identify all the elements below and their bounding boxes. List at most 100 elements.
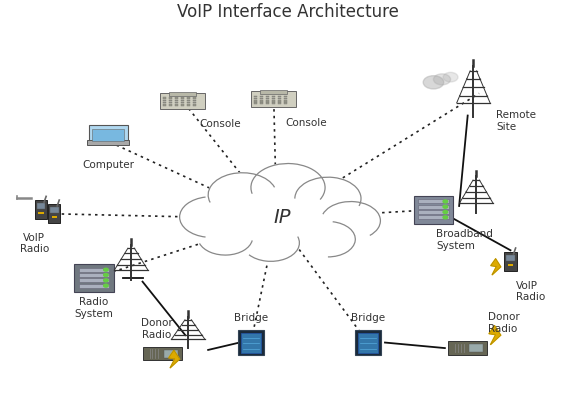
Circle shape xyxy=(251,164,325,212)
Circle shape xyxy=(180,197,242,237)
FancyBboxPatch shape xyxy=(238,330,264,355)
FancyBboxPatch shape xyxy=(469,344,483,352)
FancyBboxPatch shape xyxy=(241,333,260,353)
FancyBboxPatch shape xyxy=(36,203,46,209)
Circle shape xyxy=(443,200,448,203)
FancyBboxPatch shape xyxy=(506,255,515,261)
FancyBboxPatch shape xyxy=(260,90,287,94)
FancyBboxPatch shape xyxy=(175,97,178,99)
FancyBboxPatch shape xyxy=(175,104,178,106)
Circle shape xyxy=(423,76,444,89)
FancyBboxPatch shape xyxy=(92,129,124,141)
FancyBboxPatch shape xyxy=(163,100,166,101)
FancyBboxPatch shape xyxy=(48,204,60,223)
Circle shape xyxy=(443,216,448,219)
Polygon shape xyxy=(491,259,501,275)
Text: VoIP
Radio: VoIP Radio xyxy=(516,281,545,302)
FancyBboxPatch shape xyxy=(187,97,190,99)
FancyBboxPatch shape xyxy=(169,97,172,99)
FancyBboxPatch shape xyxy=(175,100,178,101)
FancyBboxPatch shape xyxy=(414,196,453,224)
FancyBboxPatch shape xyxy=(272,98,275,99)
FancyBboxPatch shape xyxy=(266,96,270,97)
Text: Console: Console xyxy=(285,118,327,128)
Circle shape xyxy=(443,210,448,214)
FancyBboxPatch shape xyxy=(79,278,109,282)
FancyBboxPatch shape xyxy=(163,102,166,103)
FancyBboxPatch shape xyxy=(193,100,196,101)
FancyBboxPatch shape xyxy=(143,347,182,360)
FancyBboxPatch shape xyxy=(79,268,109,272)
FancyBboxPatch shape xyxy=(169,102,172,103)
Text: Radio
System: Radio System xyxy=(75,297,113,319)
FancyBboxPatch shape xyxy=(164,350,178,358)
FancyBboxPatch shape xyxy=(272,102,275,104)
FancyBboxPatch shape xyxy=(358,333,377,353)
FancyBboxPatch shape xyxy=(284,102,287,104)
Circle shape xyxy=(198,220,253,255)
FancyBboxPatch shape xyxy=(418,216,449,219)
FancyBboxPatch shape xyxy=(418,210,449,214)
FancyBboxPatch shape xyxy=(193,97,196,99)
Circle shape xyxy=(443,205,448,208)
FancyBboxPatch shape xyxy=(79,273,109,277)
FancyBboxPatch shape xyxy=(508,264,513,266)
Polygon shape xyxy=(169,350,180,368)
FancyBboxPatch shape xyxy=(169,100,172,101)
FancyBboxPatch shape xyxy=(187,104,190,106)
FancyBboxPatch shape xyxy=(35,200,47,219)
FancyBboxPatch shape xyxy=(254,100,257,102)
FancyBboxPatch shape xyxy=(160,93,205,109)
FancyBboxPatch shape xyxy=(88,141,129,145)
Circle shape xyxy=(104,268,108,271)
FancyBboxPatch shape xyxy=(181,100,184,101)
FancyBboxPatch shape xyxy=(260,96,263,97)
Circle shape xyxy=(295,177,361,220)
Text: Bridge: Bridge xyxy=(234,313,268,323)
FancyBboxPatch shape xyxy=(260,98,263,99)
FancyBboxPatch shape xyxy=(74,264,113,292)
Circle shape xyxy=(208,173,276,217)
Circle shape xyxy=(104,284,108,287)
FancyBboxPatch shape xyxy=(50,207,59,213)
Text: VoIP
Radio: VoIP Radio xyxy=(20,233,49,254)
FancyBboxPatch shape xyxy=(175,102,178,103)
FancyBboxPatch shape xyxy=(278,96,282,97)
FancyBboxPatch shape xyxy=(193,104,196,106)
FancyBboxPatch shape xyxy=(181,104,184,106)
FancyBboxPatch shape xyxy=(448,341,487,355)
FancyBboxPatch shape xyxy=(418,199,449,203)
Text: Broadband
System: Broadband System xyxy=(436,229,493,251)
FancyBboxPatch shape xyxy=(51,216,56,218)
FancyBboxPatch shape xyxy=(284,96,287,97)
FancyBboxPatch shape xyxy=(169,92,196,96)
FancyBboxPatch shape xyxy=(284,100,287,102)
FancyBboxPatch shape xyxy=(278,98,282,99)
FancyBboxPatch shape xyxy=(193,102,196,103)
FancyBboxPatch shape xyxy=(272,100,275,102)
Circle shape xyxy=(242,224,300,261)
Polygon shape xyxy=(489,326,501,345)
FancyBboxPatch shape xyxy=(187,100,190,101)
FancyBboxPatch shape xyxy=(163,104,166,106)
Text: Donor
Radio: Donor Radio xyxy=(141,318,173,339)
FancyBboxPatch shape xyxy=(278,100,282,102)
FancyBboxPatch shape xyxy=(278,102,282,104)
Text: Console: Console xyxy=(199,119,241,129)
FancyBboxPatch shape xyxy=(39,212,44,214)
FancyBboxPatch shape xyxy=(163,97,166,99)
FancyBboxPatch shape xyxy=(181,102,184,103)
FancyBboxPatch shape xyxy=(254,102,257,104)
FancyBboxPatch shape xyxy=(418,205,449,209)
FancyBboxPatch shape xyxy=(89,125,128,143)
FancyBboxPatch shape xyxy=(187,102,190,103)
FancyBboxPatch shape xyxy=(79,284,109,287)
Text: Computer: Computer xyxy=(82,160,134,170)
FancyBboxPatch shape xyxy=(266,102,270,104)
Circle shape xyxy=(443,72,458,82)
Text: Donor
Radio: Donor Radio xyxy=(488,312,520,334)
Circle shape xyxy=(104,279,108,282)
FancyBboxPatch shape xyxy=(251,91,296,107)
FancyBboxPatch shape xyxy=(254,98,257,99)
Circle shape xyxy=(321,202,380,240)
